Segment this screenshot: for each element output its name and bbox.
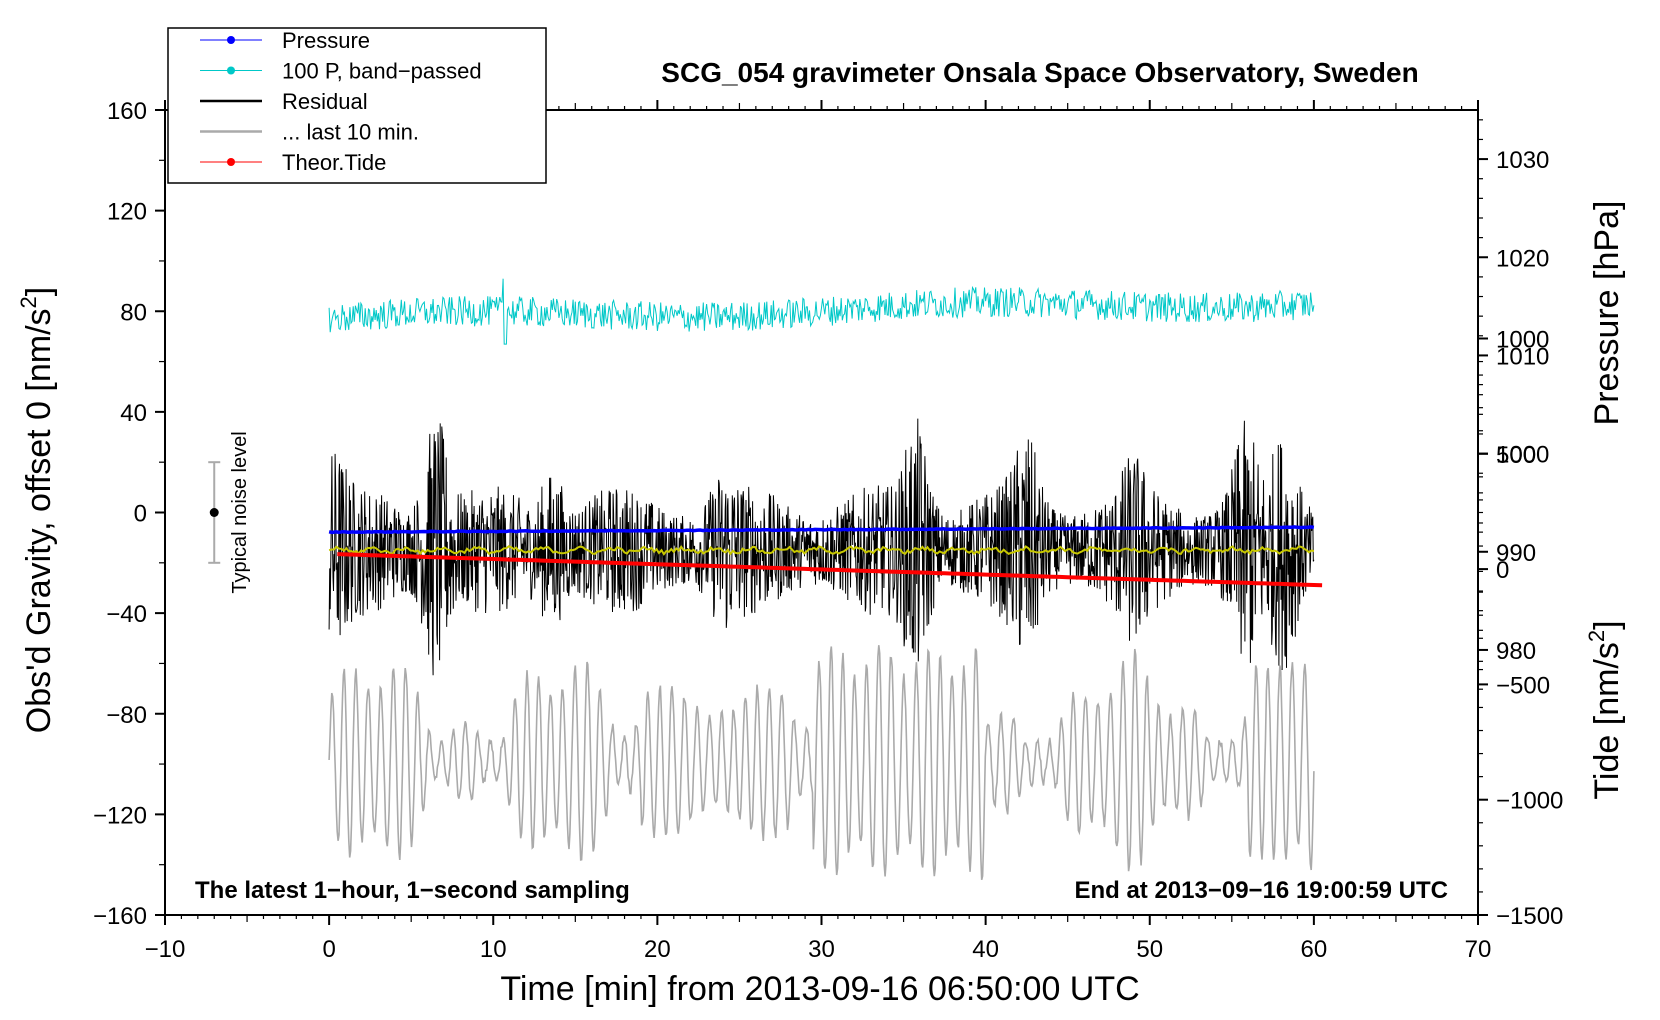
- tide-tick-label: 0: [1496, 557, 1509, 584]
- legend-label: 100 P, band−passed: [282, 59, 482, 84]
- pressure-tick-label: 980: [1496, 638, 1536, 665]
- x-tick-label: 40: [972, 936, 999, 963]
- tide-tick-label: 1000: [1496, 327, 1549, 354]
- tide-axis-label-sup: 2: [1584, 630, 1609, 642]
- tide-tick-label: −500: [1496, 672, 1550, 699]
- pressure-axis-label: Pressure [hPa]: [1588, 201, 1626, 426]
- x-tick-label: 30: [808, 936, 835, 963]
- series-pressure: [328, 525, 1315, 535]
- annotation-left: The latest 1−hour, 1−second sampling: [195, 877, 630, 904]
- y-tick-label: 160: [107, 98, 147, 125]
- series-layer: [328, 278, 1323, 880]
- legend: Pressure 100 P, band−passed Residual ... la…: [167, 27, 547, 184]
- legend-label: ... last 10 min.: [282, 120, 419, 145]
- legend-marker: [227, 158, 235, 166]
- y-tick-label: −40: [106, 601, 147, 628]
- x-tick-label: 10: [480, 936, 507, 963]
- annotation-right: End at 2013−09−16 19:00:59 UTC: [1074, 877, 1448, 904]
- x-axis-label: Time [min] from 2013-09-16 06:50:00 UTC: [500, 970, 1139, 1008]
- legend-label: Pressure: [282, 28, 370, 53]
- y-tick-label: 40: [120, 400, 147, 427]
- noise-level-indicator: Typical noise level: [208, 431, 251, 594]
- pressure-tick-label: 1030: [1496, 147, 1549, 174]
- pressure-tick-label: 1020: [1496, 245, 1549, 272]
- legend-marker: [227, 66, 235, 75]
- x-tick-label: −10: [145, 936, 186, 963]
- series-theoretical-tide: [337, 552, 1323, 588]
- tide-tick-label: 500: [1496, 442, 1536, 469]
- y-tick-label: 120: [107, 199, 147, 226]
- chart-title: SCG_054 gravimeter Onsala Space Observat…: [661, 57, 1418, 88]
- y-tick-label: −80: [106, 702, 147, 729]
- series-residual-smoothed: [328, 545, 1315, 556]
- pressure-tick-label: 1010: [1496, 343, 1549, 370]
- y-tick-label: −160: [93, 903, 147, 930]
- x-tick-label: 0: [322, 936, 335, 963]
- tide-axis-label: Tide [nm/s2]: [1584, 620, 1626, 799]
- x-tick-label: 50: [1136, 936, 1163, 963]
- tide-tick-label: −1500: [1496, 903, 1563, 930]
- noise-level-dot: [209, 508, 219, 517]
- tick-layer: −10 0 10 20 30 40 50 60 70−160−120−80−4004080120…: [93, 98, 1563, 963]
- y-axis-label: Obs'd Gravity, offset 0 [nm/s2]: [16, 287, 58, 733]
- noise-level-label: Typical noise level: [229, 431, 251, 593]
- tide-axis-label-text: Tide [nm/s: [1588, 642, 1626, 799]
- y-axis-label-sup: 2: [16, 296, 41, 308]
- legend-box: [167, 27, 547, 184]
- series-last-10-min: [328, 645, 1315, 880]
- tide-tick-label: −1000: [1496, 788, 1563, 815]
- y-axis-label-end: ]: [20, 287, 58, 296]
- legend-label: Residual: [282, 89, 368, 114]
- y-tick-label: 80: [120, 299, 147, 326]
- legend-label: Theor.Tide: [282, 150, 386, 175]
- pressure-tick-label: 990: [1496, 540, 1536, 567]
- y-tick-label: 0: [134, 501, 147, 528]
- y-axis-label-text: Obs'd Gravity, offset 0 [nm/s: [20, 308, 58, 733]
- tide-axis-label-end: ]: [1588, 620, 1626, 629]
- x-tick-label: 60: [1301, 936, 1328, 963]
- pressure-tick-label: 1000: [1496, 442, 1549, 469]
- x-tick-label: 70: [1465, 936, 1492, 963]
- y-tick-label: −120: [93, 802, 147, 829]
- x-tick-label: 20: [644, 936, 671, 963]
- legend-marker: [227, 36, 235, 44]
- legend-entries: Pressure 100 P, band−passed Residual ... la…: [200, 28, 482, 175]
- series-bandpassed-pressure: [328, 278, 1315, 345]
